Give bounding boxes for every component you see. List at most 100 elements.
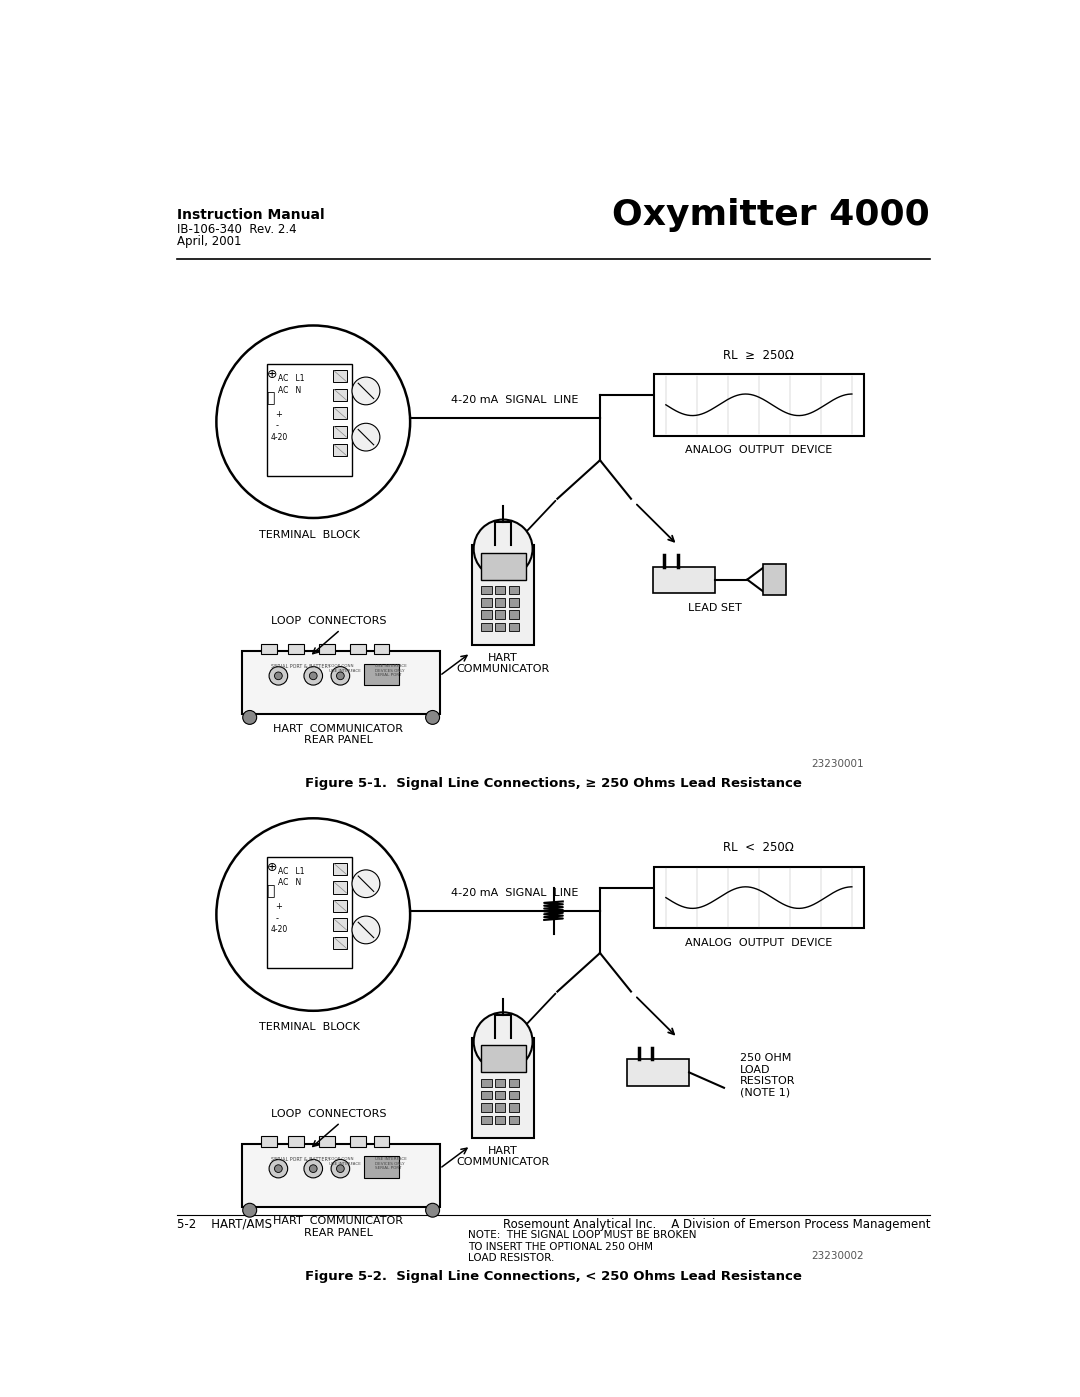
Bar — [482, 1078, 491, 1087]
Bar — [364, 664, 400, 685]
Text: LEAD SET: LEAD SET — [688, 602, 742, 613]
Text: April, 2001: April, 2001 — [177, 236, 241, 249]
Text: Oxymitter 4000: Oxymitter 4000 — [612, 198, 930, 232]
Circle shape — [303, 666, 323, 685]
Circle shape — [309, 672, 318, 680]
Bar — [261, 644, 276, 654]
Text: 23230001: 23230001 — [811, 759, 864, 768]
Text: TERMINAL  BLOCK: TERMINAL BLOCK — [259, 1023, 360, 1032]
Text: -: - — [275, 914, 279, 923]
Bar — [472, 545, 535, 645]
Bar — [510, 1104, 519, 1112]
Text: RL  ≥  250Ω: RL ≥ 250Ω — [724, 349, 794, 362]
Bar — [496, 623, 505, 631]
Text: LOOP  CONNECTORS: LOOP CONNECTORS — [271, 616, 387, 626]
Text: Figure 5-1.  Signal Line Connections, ≥ 250 Ohms Lead Resistance: Figure 5-1. Signal Line Connections, ≥ 2… — [305, 778, 802, 791]
Text: ANALOG  OUTPUT  DEVICE: ANALOG OUTPUT DEVICE — [685, 937, 833, 947]
Bar — [242, 651, 440, 714]
Circle shape — [337, 672, 345, 680]
Text: 4-20: 4-20 — [271, 433, 288, 441]
Text: HART  COMMUNICATOR
REAR PANEL: HART COMMUNICATOR REAR PANEL — [273, 724, 403, 745]
Bar — [496, 1104, 505, 1112]
Circle shape — [309, 1165, 318, 1172]
Circle shape — [269, 1160, 287, 1178]
Text: AC   L1: AC L1 — [279, 374, 305, 383]
Bar — [510, 1116, 519, 1125]
Bar — [510, 1078, 519, 1087]
Circle shape — [274, 672, 282, 680]
Text: HART
COMMUNICATOR: HART COMMUNICATOR — [457, 652, 550, 675]
Circle shape — [352, 423, 380, 451]
Circle shape — [352, 377, 380, 405]
Bar — [482, 1116, 491, 1125]
Bar — [334, 937, 348, 949]
Bar — [510, 598, 519, 606]
Bar — [334, 388, 348, 401]
Bar — [496, 1078, 505, 1087]
Bar — [482, 610, 491, 619]
Bar — [288, 644, 303, 654]
Bar — [334, 370, 348, 383]
Bar — [334, 444, 348, 457]
Circle shape — [332, 666, 350, 685]
Bar — [496, 610, 505, 619]
Text: ANALOG  OUTPUT  DEVICE: ANALOG OUTPUT DEVICE — [685, 444, 833, 455]
Text: ⊕: ⊕ — [267, 861, 278, 873]
Bar — [482, 623, 491, 631]
Text: USE INTERFACE
DEVICES ONLY
SERIAL PORT: USE INTERFACE DEVICES ONLY SERIAL PORT — [375, 1157, 407, 1171]
Bar — [334, 882, 348, 894]
Bar — [350, 1136, 366, 1147]
Bar — [762, 564, 786, 595]
Bar — [242, 1144, 440, 1207]
Bar — [510, 623, 519, 631]
Text: HART
COMMUNICATOR: HART COMMUNICATOR — [457, 1146, 550, 1166]
Text: Instruction Manual: Instruction Manual — [177, 208, 324, 222]
Text: HART  COMMUNICATOR
REAR PANEL: HART COMMUNICATOR REAR PANEL — [273, 1217, 403, 1238]
Bar — [496, 1091, 505, 1099]
Text: LOOP CONN
USE INTERFACE: LOOP CONN USE INTERFACE — [328, 665, 361, 673]
Bar — [320, 1136, 335, 1147]
Text: TERMINAL  BLOCK: TERMINAL BLOCK — [259, 529, 360, 539]
Text: NOTE:  THE SIGNAL LOOP MUST BE BROKEN
TO INSERT THE OPTIONAL 250 OHM
LOAD RESIST: NOTE: THE SIGNAL LOOP MUST BE BROKEN TO … — [469, 1231, 697, 1263]
Bar — [496, 585, 505, 594]
Text: LOOP CONN
USE INTERFACE: LOOP CONN USE INTERFACE — [328, 1157, 361, 1165]
Bar — [350, 644, 366, 654]
Bar — [482, 585, 491, 594]
Bar — [288, 1136, 303, 1147]
Bar — [654, 374, 864, 436]
Bar — [510, 610, 519, 619]
Text: SERIAL PORT & BATTERY: SERIAL PORT & BATTERY — [271, 665, 330, 669]
Circle shape — [474, 1013, 532, 1071]
Text: ⊕: ⊕ — [267, 367, 278, 381]
Text: 5-2    HART/AMS: 5-2 HART/AMS — [177, 1218, 272, 1231]
Text: 4-20 mA  SIGNAL  LINE: 4-20 mA SIGNAL LINE — [451, 395, 579, 405]
Text: 23230002: 23230002 — [811, 1252, 864, 1261]
Text: LOOP  CONNECTORS: LOOP CONNECTORS — [271, 1109, 387, 1119]
Text: Figure 5-2.  Signal Line Connections, < 250 Ohms Lead Resistance: Figure 5-2. Signal Line Connections, < 2… — [305, 1270, 802, 1284]
Bar — [496, 598, 505, 606]
Bar — [320, 644, 335, 654]
Circle shape — [243, 711, 257, 725]
Text: -: - — [275, 420, 279, 430]
Circle shape — [243, 1203, 257, 1217]
Circle shape — [426, 711, 440, 725]
Bar — [482, 598, 491, 606]
Text: 4-20 mA  SIGNAL  LINE: 4-20 mA SIGNAL LINE — [451, 887, 579, 898]
Circle shape — [216, 326, 410, 518]
Bar — [334, 407, 348, 419]
Text: SERIAL PORT & BATTERY: SERIAL PORT & BATTERY — [271, 1157, 330, 1162]
Bar — [374, 644, 389, 654]
Text: +: + — [275, 902, 282, 911]
Bar — [652, 567, 715, 594]
Text: 250 OHM
LOAD
RESISTOR
(NOTE 1): 250 OHM LOAD RESISTOR (NOTE 1) — [740, 1053, 795, 1098]
Bar — [510, 585, 519, 594]
Bar — [496, 1116, 505, 1125]
Bar — [334, 900, 348, 912]
Bar — [482, 553, 526, 580]
Bar — [627, 1059, 689, 1087]
Bar — [261, 1136, 276, 1147]
Bar — [334, 863, 348, 876]
Text: 4-20: 4-20 — [271, 925, 288, 935]
Text: AC   L1: AC L1 — [279, 866, 305, 876]
Bar — [510, 1091, 519, 1099]
